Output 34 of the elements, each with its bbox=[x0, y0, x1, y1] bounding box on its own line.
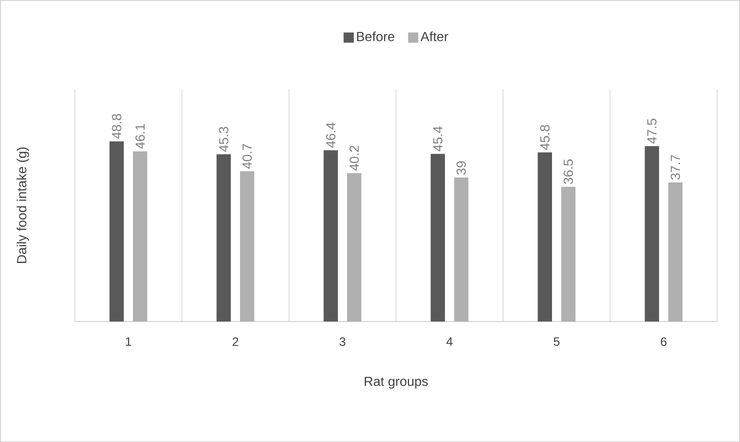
bar bbox=[324, 150, 338, 322]
x-axis-title: Rat groups bbox=[364, 376, 428, 389]
bar bbox=[538, 152, 552, 322]
bar bbox=[454, 177, 468, 322]
data-label: 45.3 bbox=[219, 126, 228, 152]
data-label: 37.7 bbox=[670, 154, 680, 180]
bar bbox=[110, 141, 124, 322]
data-label: 40.7 bbox=[242, 144, 252, 169]
data-label: 39 bbox=[456, 161, 466, 175]
bar bbox=[644, 146, 660, 322]
data-label: 46.1 bbox=[135, 124, 145, 149]
x-tick-label: 5 bbox=[554, 337, 560, 346]
bar bbox=[132, 151, 148, 322]
bar bbox=[240, 171, 254, 322]
x-tick-label: 2 bbox=[232, 337, 238, 346]
y-axis-title: Daily food intake (g) bbox=[16, 147, 29, 263]
data-label: 40.2 bbox=[350, 146, 359, 170]
legend-label: Before bbox=[357, 31, 394, 42]
data-label: 45.4 bbox=[433, 126, 442, 152]
bar bbox=[430, 154, 445, 322]
data-label: 46.4 bbox=[326, 122, 336, 148]
bar bbox=[216, 154, 231, 322]
x-tick-label: 3 bbox=[340, 337, 346, 346]
data-label: 48.8 bbox=[112, 114, 122, 139]
x-tick-label: 4 bbox=[446, 337, 453, 346]
x-tick-label: 1 bbox=[126, 337, 132, 346]
data-label: 45.8 bbox=[540, 124, 550, 150]
data-label: 36.5 bbox=[564, 159, 573, 184]
data-label: 47.5 bbox=[647, 118, 657, 144]
x-tick-label: 6 bbox=[660, 337, 666, 346]
legend-label: After bbox=[420, 31, 448, 42]
bar bbox=[668, 182, 683, 322]
bar bbox=[561, 186, 576, 322]
bar bbox=[347, 172, 362, 322]
